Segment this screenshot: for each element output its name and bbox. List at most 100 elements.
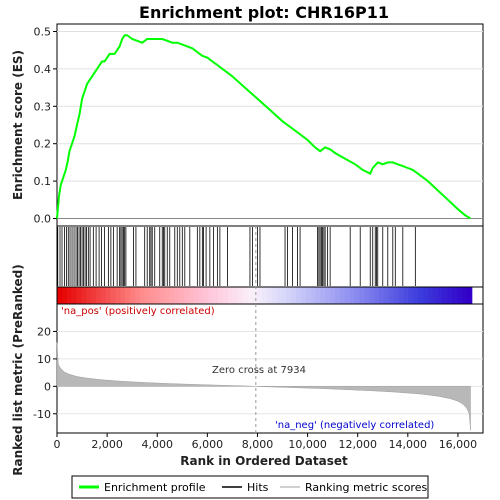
color-bar-segment — [422, 287, 429, 304]
x-tick-label: 4,000 — [141, 438, 173, 451]
color-bar-segment — [296, 287, 302, 304]
color-bar-segment — [154, 287, 161, 304]
color-bar-segment — [115, 287, 122, 304]
color-bar-segment — [291, 287, 297, 304]
color-bar-segment — [252, 287, 258, 304]
color-bar-segment — [393, 287, 400, 304]
es-y-tick-label: 0.4 — [34, 63, 52, 76]
x-tick-label: 14,000 — [389, 438, 428, 451]
x-tick-label: 16,000 — [439, 438, 478, 451]
metric-y-tick-label: 10 — [37, 353, 51, 366]
metric-panel-frame — [56, 303, 484, 434]
color-bar-segment — [139, 287, 146, 304]
metric-y-axis: -10 0 10 20 — [33, 325, 57, 421]
color-bar-segment — [461, 287, 468, 304]
color-bar-segment — [120, 287, 126, 304]
color-bar-segment — [286, 287, 292, 304]
color-bar-segment — [203, 287, 209, 304]
color-bar-segment — [125, 287, 131, 304]
color-bar-segment — [198, 287, 204, 304]
color-bar-segment — [71, 287, 78, 304]
na-neg-label: 'na_neg' (negatively correlated) — [275, 420, 434, 431]
color-bar-segment — [57, 287, 63, 304]
ranking-metric-area — [56, 342, 471, 431]
color-bar-segment — [374, 287, 380, 304]
color-bar-segment — [266, 287, 273, 304]
color-bar-segment — [403, 287, 409, 304]
color-bar-segment — [213, 287, 219, 304]
legend-hits-label: Hits — [247, 481, 269, 494]
color-bar-segment — [257, 287, 263, 304]
color-bar-segment — [457, 287, 463, 304]
x-tick-label: 10,000 — [288, 438, 327, 451]
color-bar-segment — [242, 287, 248, 304]
es-gridlines — [57, 30, 483, 220]
color-bar-segment — [237, 287, 244, 304]
color-bar-segment — [413, 287, 419, 304]
color-bar-segment — [442, 287, 448, 304]
legend-box — [71, 475, 429, 499]
color-bar-segment — [91, 287, 97, 304]
metric-y-tick-label: -10 — [33, 408, 51, 421]
color-bar-segment — [81, 287, 87, 304]
x-axis: 0 2,000 4,000 6,000 8,000 10,000 12,000 14,000 1… — [54, 433, 478, 451]
na-pos-label: 'na_pos' (positively correlated) — [61, 306, 215, 317]
color-bar-segment — [169, 287, 175, 304]
color-bar-segment — [135, 287, 141, 304]
metric-y-tick-label: 20 — [37, 325, 51, 338]
color-bar-segment — [105, 287, 112, 304]
color-bar-segment — [383, 287, 390, 304]
color-bar-segment — [232, 287, 239, 304]
color-bar-segment — [354, 287, 361, 304]
color-bar-segment — [96, 287, 102, 304]
color-bar-segment — [369, 287, 375, 304]
legend: Enrichment profile Hits Ranking metric s… — [71, 475, 429, 499]
zero-cross-label: Zero cross at 7934 — [212, 365, 306, 376]
color-bar-segment — [130, 287, 136, 304]
es-y-axis: 0.0 0.1 0.2 0.3 0.4 0.5 — [34, 25, 57, 226]
color-bar-segment — [437, 287, 444, 304]
color-bar-segment — [100, 287, 107, 304]
color-bar-segment — [344, 287, 351, 304]
x-axis-title: Rank in Ordered Dataset — [180, 454, 348, 468]
x-tick-label: 8,000 — [242, 438, 274, 451]
color-bar-segment — [452, 287, 458, 304]
color-bar-segment — [276, 287, 283, 304]
color-bar-segment — [174, 287, 180, 304]
color-bar-segment — [398, 287, 405, 304]
color-bar-segment — [339, 287, 346, 304]
color-bar-segment — [218, 287, 224, 304]
es-y-tick-label: 0.1 — [34, 175, 52, 188]
es-y-tick-label: 0.5 — [34, 25, 52, 38]
color-bar-segment — [271, 287, 278, 304]
color-bar-segment — [159, 287, 165, 304]
es-y-tick-label: 0.2 — [34, 138, 52, 151]
es-y-tick-label: 0.3 — [34, 100, 52, 113]
color-bar-segment — [325, 287, 331, 304]
color-bar-segment — [61, 287, 68, 304]
color-bar-segment — [466, 287, 473, 304]
legend-metric-label: Ranking metric scores — [305, 481, 427, 494]
color-bar-segment — [66, 287, 73, 304]
x-tick-label: 12,000 — [338, 438, 377, 451]
color-bar-segment — [86, 287, 92, 304]
x-tick-label: 0 — [54, 438, 61, 451]
color-bar-segment — [247, 287, 253, 304]
color-bar-segment — [281, 287, 287, 304]
color-bar-segment — [330, 287, 336, 304]
color-bar-segment — [320, 287, 326, 304]
ranking-color-bar — [56, 286, 484, 305]
color-bar-segment — [208, 287, 214, 304]
color-bar-segment — [183, 287, 190, 304]
color-bar-segment — [188, 287, 195, 304]
color-bar-segment — [335, 287, 341, 304]
metric-y-axis-title: Ranked list metric (PreRanked) — [11, 264, 25, 476]
color-bar-segment — [427, 287, 434, 304]
es-y-tick-label: 0.0 — [34, 213, 52, 226]
color-bar-segment — [110, 287, 117, 304]
color-bar-segment — [359, 287, 365, 304]
color-bar-segment — [379, 287, 385, 304]
color-bar-segment — [193, 287, 200, 304]
color-bar-segment — [149, 287, 156, 304]
es-y-axis-title: Enrichment score (ES) — [11, 50, 25, 200]
